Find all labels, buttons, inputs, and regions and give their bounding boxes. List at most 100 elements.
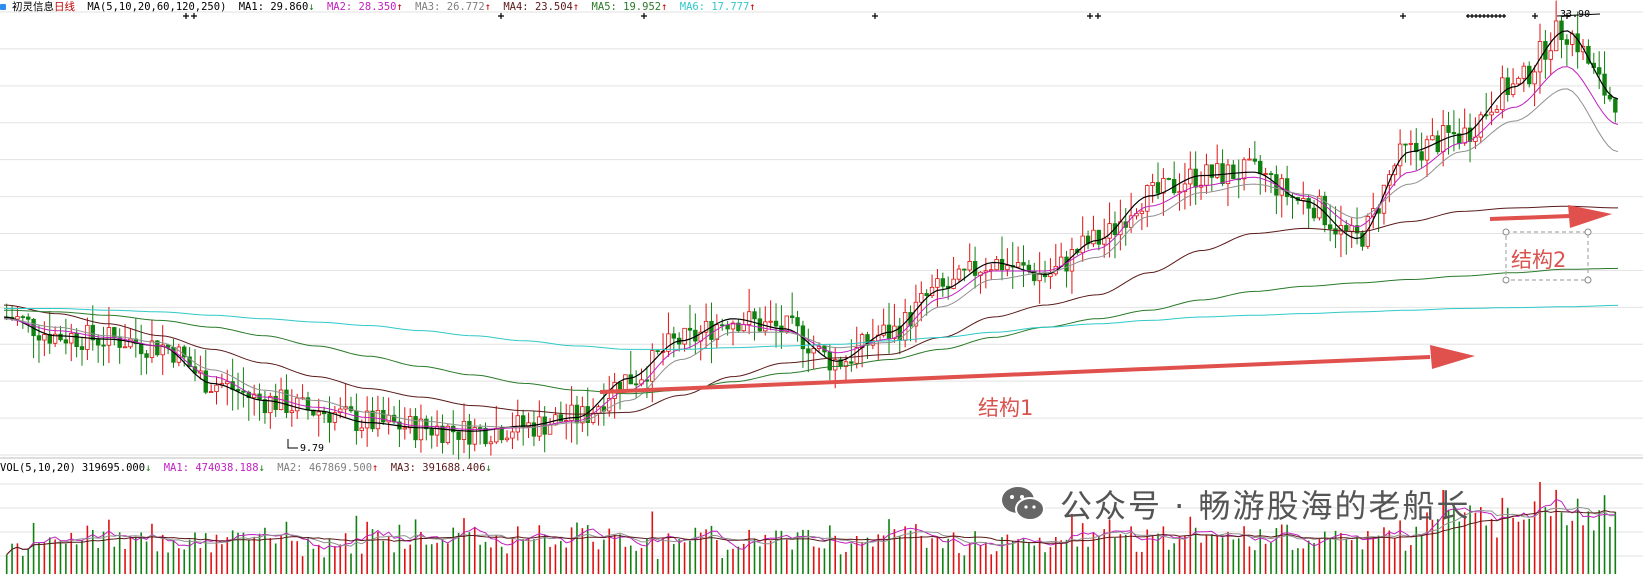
- signal-marker: [1502, 14, 1506, 18]
- candle-body: [1408, 142, 1414, 145]
- structure1-label: 结构1: [978, 396, 1034, 420]
- candle-body: [709, 320, 714, 340]
- candle-body: [1494, 109, 1500, 113]
- ma-line-ma2: [3, 66, 1619, 430]
- signal-marker: [872, 13, 878, 19]
- candle-body: [520, 415, 526, 428]
- wechat-icon: [1002, 487, 1045, 521]
- candle-body: [122, 346, 128, 349]
- candle-body: [1145, 185, 1150, 212]
- candle-body: [510, 431, 515, 439]
- candle-body: [1096, 229, 1102, 245]
- candle-body: [1510, 83, 1516, 96]
- candle-body: [208, 391, 214, 393]
- signal-marker: [1400, 13, 1406, 19]
- candle-body: [736, 322, 741, 332]
- candle-body: [752, 311, 757, 320]
- candle-body: [1193, 168, 1198, 188]
- watermark: 公众号 · 畅游股海的老船长: [1000, 484, 1471, 525]
- candle-body: [741, 324, 746, 332]
- candle-body: [951, 278, 956, 289]
- volume-ma-line-2: [6, 506, 1616, 555]
- candle-body: [149, 340, 155, 358]
- candle-body: [1424, 139, 1430, 161]
- candle-body: [1354, 225, 1360, 234]
- candle-body: [1419, 151, 1424, 161]
- candle-body: [1107, 223, 1112, 239]
- candle-body: [214, 384, 219, 392]
- candle-body: [1268, 173, 1274, 176]
- candle-body: [1015, 262, 1021, 268]
- candle-body: [892, 325, 897, 339]
- vol-value: 319695.000↓: [81, 462, 152, 474]
- candle-body: [1397, 143, 1403, 167]
- candle-body: [1128, 215, 1134, 228]
- candle-body: [569, 404, 574, 421]
- candle-body: [1247, 158, 1252, 161]
- ma-line-ma4: [3, 205, 1618, 415]
- candle-body: [746, 311, 752, 325]
- vol-params: VOL(5,10,20): [0, 462, 76, 474]
- candle-body: [1333, 228, 1338, 235]
- signal-marker: [1087, 13, 1093, 19]
- candle-body: [165, 344, 171, 348]
- structure2-arrow-line: [1489, 214, 1571, 221]
- candle-body: [445, 425, 451, 443]
- candle-body: [1596, 67, 1602, 75]
- candle-body: [806, 348, 811, 354]
- candle-body: [289, 410, 295, 413]
- candle-body: [1166, 178, 1171, 180]
- candle-body: [160, 344, 165, 356]
- candle-body: [316, 411, 321, 416]
- box-handle: [1502, 228, 1510, 236]
- candle-body: [1306, 198, 1311, 209]
- candle-body: [1188, 168, 1193, 185]
- candle-body: [687, 327, 693, 331]
- signal-marker: [1532, 13, 1538, 19]
- ma5-value: MA5: 19.952↑: [591, 1, 668, 13]
- candle-body: [1467, 127, 1473, 142]
- candle-body: [1005, 265, 1010, 271]
- candle-body: [47, 334, 52, 344]
- candle-body: [440, 425, 445, 443]
- candle-body: [531, 422, 537, 437]
- signal-marker: [1498, 14, 1502, 18]
- candle-body: [730, 322, 736, 330]
- candle-body: [725, 324, 730, 330]
- candle-body: [1446, 125, 1451, 133]
- signal-marker: [1466, 14, 1470, 18]
- ma4-value: MA4: 23.504↑: [503, 1, 580, 13]
- candle-body: [1327, 224, 1333, 230]
- candle-body: [407, 416, 413, 429]
- candle-body: [682, 327, 687, 345]
- candle-body: [424, 418, 429, 430]
- candle-body: [1021, 262, 1026, 266]
- candle-body: [1080, 235, 1085, 254]
- candle-body: [1607, 94, 1613, 100]
- candle-body: [472, 427, 477, 445]
- candle-body: [235, 389, 241, 392]
- signal-marker: [1478, 14, 1482, 18]
- candle-body: [671, 333, 677, 339]
- candle-body: [79, 346, 85, 350]
- candle-body: [628, 374, 633, 385]
- candle-body: [1252, 158, 1258, 162]
- candle-body: [1478, 114, 1484, 138]
- candle-body: [1150, 182, 1155, 186]
- watermark-text: 公众号 · 畅游股海的老船长: [1060, 487, 1471, 525]
- ma6-value: MA6: 17.777↑: [679, 1, 756, 13]
- candle-body: [666, 333, 671, 352]
- candle-body: [1451, 132, 1457, 135]
- candle-body: [182, 346, 187, 358]
- stock-name: 初灵信息: [12, 1, 54, 13]
- candle-body: [1026, 264, 1032, 272]
- candle-body: [26, 316, 31, 320]
- candle-body: [63, 339, 69, 344]
- signal-marker: [1486, 14, 1490, 18]
- structure2-arrow-head: [1568, 205, 1612, 228]
- candle-body: [1564, 39, 1570, 45]
- box-handle: [1584, 276, 1592, 284]
- ma1-value: MA1: 29.860↓: [238, 1, 315, 13]
- candle-body: [456, 431, 461, 440]
